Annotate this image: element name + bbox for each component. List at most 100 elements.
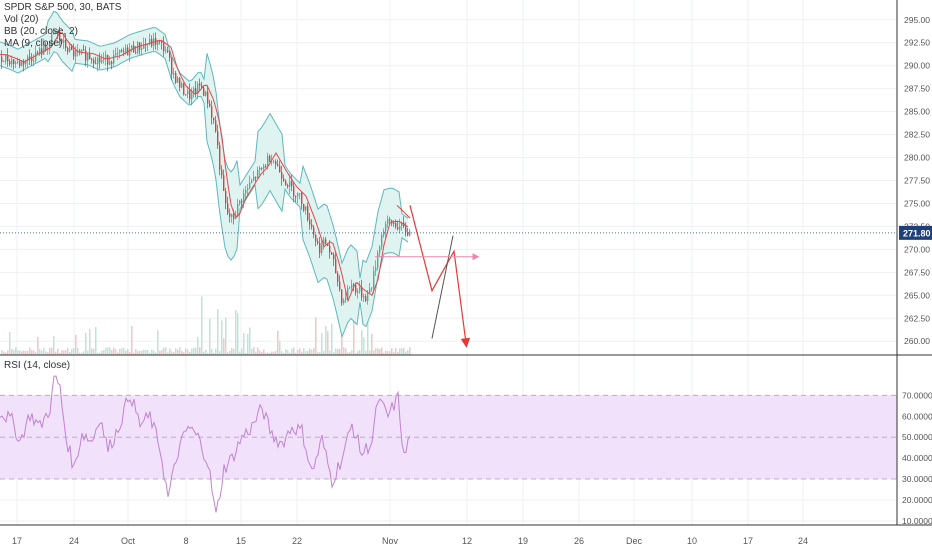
candle-body [109,61,111,65]
candle-body [283,178,285,181]
volume-bar [355,352,357,355]
volume-bar [329,350,331,355]
candle-body [167,50,169,53]
candle-body [187,90,189,95]
date-tick-label: 26 [574,536,584,546]
volume-bar [183,352,185,355]
candle-body [235,216,237,220]
volume-bar [269,352,271,355]
price-tick-label: 282.50 [904,130,930,140]
candle-body [53,32,55,35]
candle-body [259,168,261,170]
candle-body [177,78,179,83]
volume-bar [333,352,335,355]
candle-body [141,48,143,50]
price-tick-label: 290.00 [904,61,930,71]
volume-bar [161,350,163,355]
volume-bar [383,352,385,355]
volume-bar [177,349,179,355]
volume-bar [111,350,113,355]
candle-body [55,31,57,33]
price-tick-label: 287.50 [904,84,930,94]
rsi-tick-label: 30.0000 [902,474,932,484]
candle-body [191,92,193,100]
volume-bar [259,350,261,355]
candle-body [233,214,235,220]
volume-bar [73,348,75,355]
candle-body [211,106,213,118]
volume-bar [261,351,263,355]
candle-body [389,219,391,221]
candle-body [207,91,209,104]
candle-body [357,291,359,293]
date-tick-label: Dec [626,536,643,546]
candle-body [275,161,277,165]
volume-bar [379,349,381,355]
candle-body [57,31,59,34]
volume-bar [157,330,159,355]
volume-bar [225,317,227,355]
volume-bar [79,352,81,355]
indicator-volume[interactable]: Vol (20) [4,14,39,25]
ma-line [0,31,409,303]
symbol-title[interactable]: SPDR S&P 500, 30, BATS [4,2,122,13]
volume-bar [59,352,61,355]
volume-bar [89,328,91,355]
candle-body [365,296,367,302]
volume-bar [33,350,35,355]
volume-bar [227,352,229,355]
volume-bar [187,349,189,355]
indicator-ma[interactable]: MA (9, close) [4,38,63,49]
rsi-title[interactable]: RSI (14, close) [4,360,71,371]
candle-body [255,176,257,179]
candle-body [107,54,109,65]
volume-bar [47,352,49,355]
candle-body [231,214,233,217]
volume-bar [105,347,107,355]
volume-bar [123,347,125,355]
volume-bar [67,347,69,355]
candle-body [19,61,21,67]
candle-body [213,117,215,121]
candle-body [37,52,39,54]
candle-body [265,166,267,167]
candle-body [361,286,363,298]
volume-bar [325,325,327,355]
volume-bar [199,347,201,355]
volume-bar [45,351,47,355]
candle-body [393,223,395,224]
volume-bar [297,349,299,355]
candle-body [297,193,299,197]
candle-body [111,61,113,64]
candle-body [75,50,77,57]
candle-body [289,181,291,187]
price-tick-label: 260.00 [904,336,930,346]
candle-body [189,90,191,100]
candle-body [311,224,313,228]
candle-body [293,186,295,197]
volume-bar [235,309,237,355]
volume-bar [317,352,319,355]
indicator-bb[interactable]: BB (20, close, 2) [4,26,78,37]
candle-body [45,45,47,51]
candle-body [281,172,283,179]
volume-bar [37,337,39,355]
candle-body [35,52,37,61]
candle-body [73,49,75,57]
volume-bar [229,351,231,355]
candle-body [299,193,301,194]
candle-body [321,244,323,253]
bb-upper-line [0,10,409,279]
volume-bar [381,347,383,355]
volume-bar [1,350,3,355]
volume-bar [215,348,217,355]
volume-bar [311,349,313,355]
candle-body [145,44,147,46]
volume-bar [95,326,97,355]
volume-bar [171,351,173,355]
candle-body [47,49,49,51]
volume-bar [147,349,149,355]
volume-bar [265,352,267,355]
volume-bar [207,352,209,355]
